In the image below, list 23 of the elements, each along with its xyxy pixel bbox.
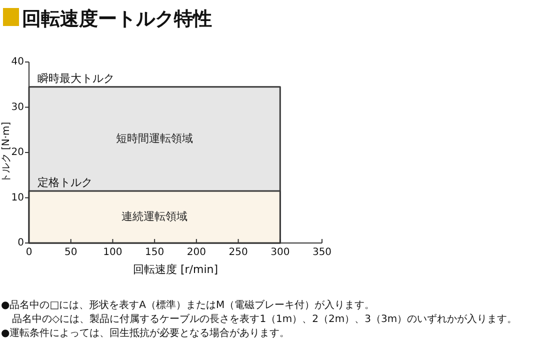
y-tick-label: 40 (11, 56, 24, 68)
y-tick-label: 20 (11, 147, 24, 158)
series-label: 短時間運転領域 (116, 132, 194, 145)
x-tick-label: 150 (145, 247, 164, 258)
x-tick-label: 0 (26, 247, 32, 258)
x-tick-label: 200 (186, 247, 206, 258)
y-tick-label: 30 (11, 102, 24, 113)
x-tick-label: 250 (228, 247, 248, 258)
x-tick-label: 350 (312, 247, 332, 258)
series-label: 連続運転領域 (122, 210, 188, 223)
x-tick-label: 300 (270, 247, 290, 258)
text: ●品名中の□には、形状を表すA（標準）またはM（電磁ブレーキ付）が入ります。 (1, 299, 375, 311)
x-axis-title: 回転速度 [r/min] (132, 263, 218, 276)
text: ●運転条件によっては、回生抵抗が必要となる場合があります。 (1, 327, 290, 339)
y-tick-label: 0 (18, 238, 24, 249)
annotation: 定格トルク (37, 176, 92, 189)
y-tick-label: 10 (11, 192, 24, 204)
chart-title: 回転速度ートルク特性 (22, 8, 212, 30)
y-axis-title: トルク [N·m] (1, 122, 12, 184)
annotation: 瞬時最大トルク (37, 72, 114, 85)
text: 品名中の◇には、製品に付属するケーブルの長さを表す1（1m）、2（2m）、3（3m）のいずれかが入ります。 (12, 313, 518, 325)
x-tick-label: 50 (64, 247, 78, 258)
x-tick-label: 100 (103, 247, 122, 258)
